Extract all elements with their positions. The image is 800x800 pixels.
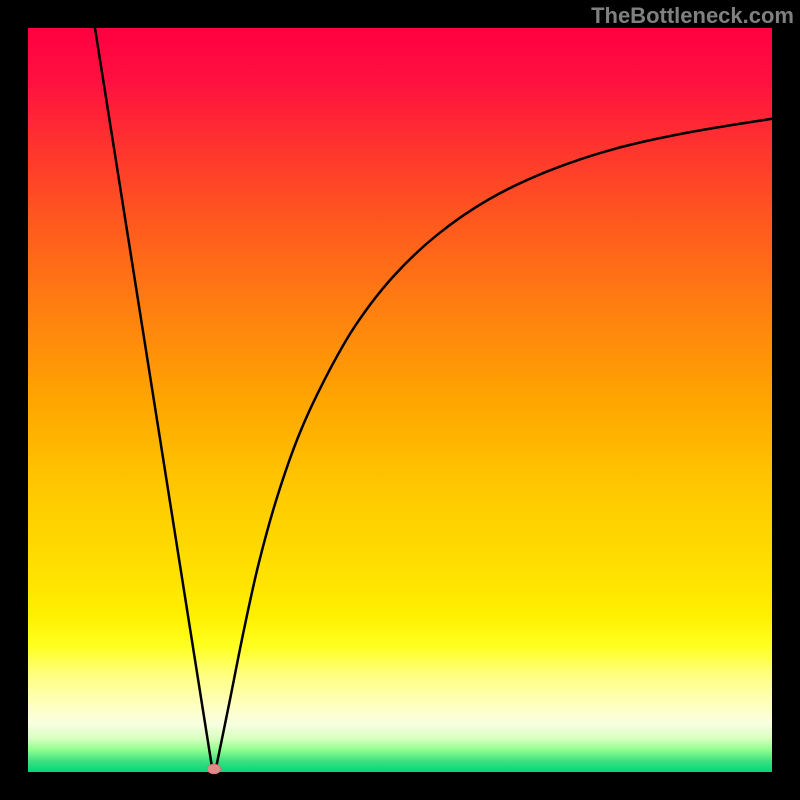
curve-right-branch bbox=[215, 119, 772, 771]
chart-container: TheBottleneck.com bbox=[0, 0, 800, 800]
watermark-text: TheBottleneck.com bbox=[591, 3, 794, 29]
curve-layer bbox=[0, 0, 800, 800]
curve-left-branch bbox=[95, 28, 213, 771]
optimal-point-marker bbox=[207, 764, 221, 774]
